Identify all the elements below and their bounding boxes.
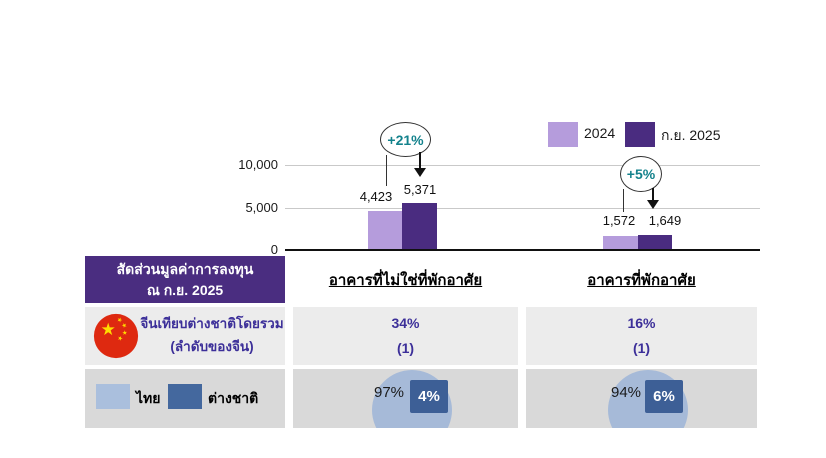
gridline-5000 bbox=[285, 208, 760, 209]
legend-label-2024: 2024 bbox=[584, 125, 616, 141]
down-arrow-icon bbox=[647, 200, 659, 209]
category-label-residential: อาคารที่พักอาศัย bbox=[587, 271, 696, 289]
china-rank: (1) bbox=[632, 340, 651, 356]
legend-label-2025: ก.ย. 2025 bbox=[661, 127, 721, 143]
growth-connector-line bbox=[623, 189, 624, 212]
share-pie-nonresidential-cell: 97% 4% bbox=[293, 369, 518, 428]
growth-annotation-nonresidential: +21% bbox=[380, 122, 431, 157]
y-tick-10000: 10,000 bbox=[238, 157, 278, 172]
china-rank: (1) bbox=[396, 340, 415, 356]
legend-label-thai: ไทย bbox=[136, 390, 161, 406]
china-share-nonresidential-cell: 34% (1) bbox=[293, 307, 518, 365]
share-legend-cell: ไทย ต่างชาติ bbox=[85, 369, 285, 428]
china-share-residential-cell: 16% (1) bbox=[526, 307, 757, 365]
china-share-pct: 34% bbox=[391, 314, 420, 331]
china-flag-icon bbox=[93, 313, 139, 359]
value-label-2025-residential: 1,649 bbox=[648, 213, 682, 228]
bar-2024-nonresidential bbox=[368, 211, 402, 249]
table-header-line1: สัดส่วนมูลค่าการลงทุน bbox=[116, 261, 254, 278]
legend-swatch-thai bbox=[96, 384, 130, 409]
growth-arrow-shaft bbox=[419, 152, 421, 169]
legend-label-foreign: ต่างชาติ bbox=[208, 390, 259, 406]
china-share-pct: 16% bbox=[627, 314, 656, 331]
growth-annotation-residential: +5% bbox=[620, 156, 662, 192]
bar-2025-nonresidential bbox=[402, 203, 437, 249]
growth-annotation-label: +5% bbox=[626, 166, 656, 182]
legend-swatch-2024 bbox=[548, 122, 578, 147]
category-label-nonresidential: อาคารที่ไม่ใช่ที่พักอาศัย bbox=[328, 271, 483, 289]
down-arrow-icon bbox=[414, 168, 426, 177]
legend-swatch-foreign bbox=[168, 384, 202, 409]
china-row-label-cell: จีนเทียบต่างชาติโดยรวม (ลำดับของจีน) bbox=[85, 307, 285, 365]
value-label-2025-nonresidential: 5,371 bbox=[403, 182, 437, 197]
bar-2025-residential bbox=[638, 235, 672, 249]
growth-connector-line bbox=[386, 155, 387, 186]
y-tick-0: 0 bbox=[270, 242, 278, 257]
thai-share-label: 97% bbox=[374, 384, 405, 401]
legend-swatch-2025 bbox=[625, 122, 655, 147]
share-pie-residential-cell: 94% 6% bbox=[526, 369, 757, 428]
value-label-2024-residential: 1,572 bbox=[602, 213, 636, 228]
china-row-label-line1: จีนเทียบต่างชาติโดยรวม bbox=[140, 316, 284, 332]
growth-annotation-label: +21% bbox=[387, 131, 424, 148]
y-tick-5000: 5,000 bbox=[245, 200, 278, 215]
bar-2024-residential bbox=[603, 236, 638, 249]
china-row-label: จีนเทียบต่างชาติโดยรวม (ลำดับของจีน) bbox=[139, 313, 285, 359]
growth-arrow-shaft bbox=[652, 188, 654, 201]
value-label-2024-nonresidential: 4,423 bbox=[359, 189, 393, 204]
china-row-label-line2: (ลำดับของจีน) bbox=[170, 339, 254, 354]
foreign-share-badge: 6% bbox=[645, 380, 683, 413]
x-axis-baseline bbox=[285, 249, 760, 251]
table-header-box: สัดส่วนมูลค่าการลงทุน ณ ก.ย. 2025 bbox=[85, 256, 285, 303]
thai-share-label: 94% bbox=[611, 384, 642, 401]
gridline-10000 bbox=[285, 165, 760, 166]
table-header-line2: ณ ก.ย. 2025 bbox=[146, 281, 224, 298]
foreign-share-badge: 4% bbox=[410, 380, 448, 413]
